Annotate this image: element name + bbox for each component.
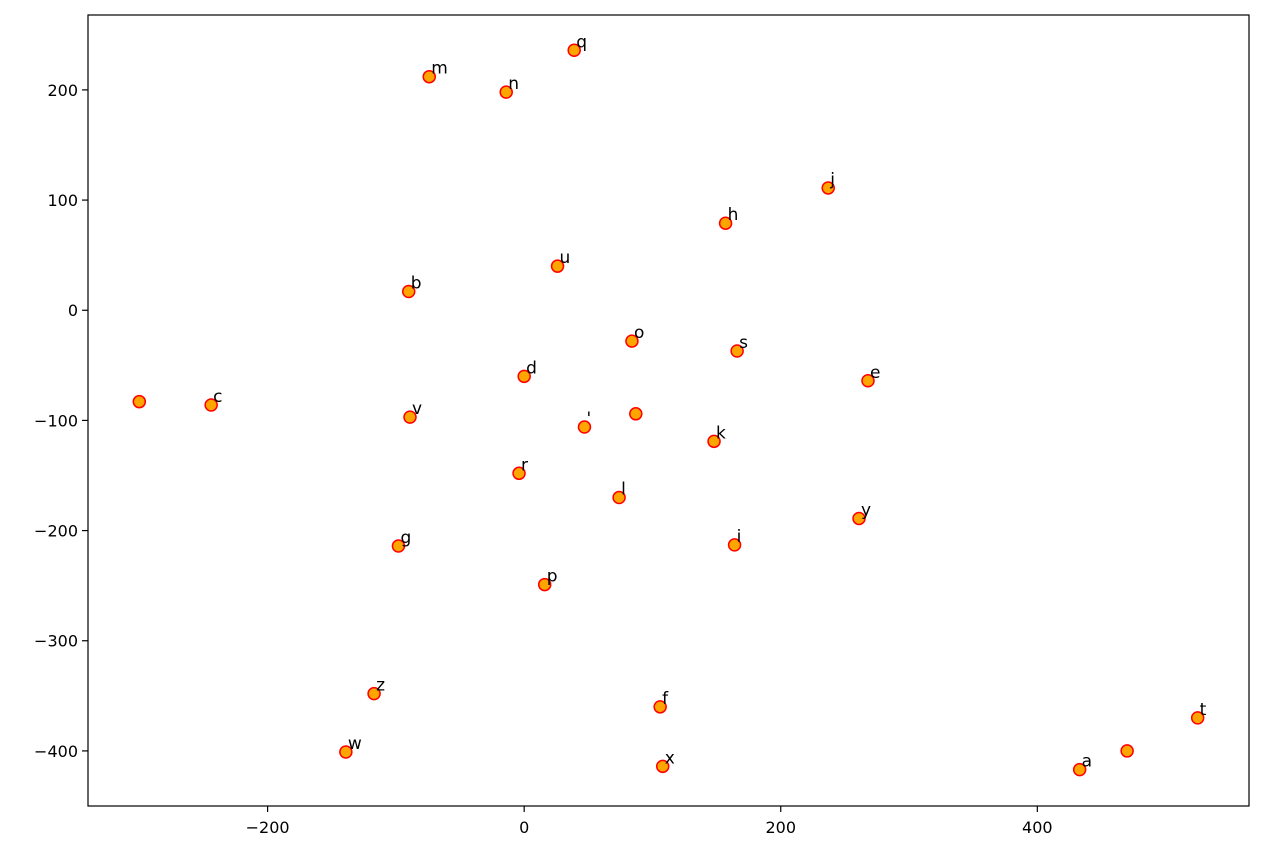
scatter-point (1190, 711, 1205, 725)
y-axis: 200 100 0 −100 −200 −300 −400 (34, 81, 88, 761)
point-label: c (213, 387, 222, 407)
data-points (132, 43, 1205, 777)
point-label: a (1082, 752, 1092, 772)
point-label: i (737, 527, 742, 547)
point-label: r (521, 455, 528, 475)
point-label: w (348, 734, 362, 754)
point-label: p (547, 567, 558, 587)
plot-frame (87, 14, 1250, 807)
point-label: x (665, 748, 675, 768)
point-label: j (829, 170, 835, 190)
scatter-point (567, 43, 581, 58)
x-axis: −200 0 200 400 (246, 806, 1053, 837)
y-tick-label: −400 (34, 742, 78, 761)
x-tick-label: 400 (1022, 818, 1053, 837)
point-label: k (716, 423, 726, 443)
point-label: o (634, 323, 644, 343)
scatter-point (629, 407, 643, 421)
point-label: y (861, 500, 871, 520)
y-tick-label: −300 (34, 632, 78, 651)
scatter-point (403, 410, 417, 424)
scatter-point (517, 369, 531, 384)
scatter-point (821, 181, 835, 195)
scatter-point (391, 539, 406, 553)
scatter-point (339, 745, 353, 759)
point-label: v (412, 399, 422, 419)
scatter-point (653, 700, 667, 714)
scatter-point (707, 434, 721, 449)
scatter-point (718, 216, 733, 230)
scatter-point (132, 394, 147, 409)
point-label: u (560, 248, 571, 268)
point-label: q (576, 32, 587, 52)
scatter-point (550, 259, 565, 273)
scatter-point (655, 759, 670, 774)
x-tick-label: 200 (765, 818, 796, 837)
point-label: d (526, 358, 537, 378)
point-label: n (508, 74, 519, 94)
scatter-point (625, 334, 639, 348)
point-label: b (411, 274, 422, 294)
y-tick-label: 0 (68, 301, 78, 320)
scatter-point (512, 466, 526, 481)
point-label: ' (586, 409, 591, 429)
scatter-point (499, 85, 513, 99)
scatter-point (612, 490, 626, 505)
point-label: s (739, 333, 748, 353)
y-tick-label: 100 (47, 191, 78, 210)
scatter-point (401, 284, 416, 299)
scatter-point (204, 398, 218, 412)
scatter-point (537, 577, 552, 592)
point-label: f (662, 689, 669, 709)
x-tick-label: −200 (246, 818, 290, 837)
y-tick-label: −100 (34, 411, 78, 430)
point-label: l (621, 480, 626, 500)
y-tick-label: 200 (47, 81, 78, 100)
plot-area (88, 15, 1249, 806)
scatter-point (727, 538, 742, 552)
scatter-point (1072, 762, 1087, 777)
scatter-point (367, 686, 381, 701)
x-tick-label: 0 (519, 818, 529, 837)
scatter-point (1120, 744, 1134, 758)
point-label: m (431, 59, 448, 79)
point-label: h (728, 205, 739, 225)
point-label: t (1200, 700, 1207, 720)
point-labels: q m n j h u b o s d e c v ' k r l y g i p z f t w x a (213, 32, 1207, 771)
point-label: g (400, 528, 411, 548)
scatter-point (861, 374, 875, 388)
scatter-point (422, 69, 436, 84)
y-tick-label: −200 (34, 522, 78, 541)
point-label: e (870, 363, 880, 383)
scatter-point (577, 420, 592, 434)
scatter-point (852, 511, 866, 526)
scatter-point (730, 344, 744, 358)
point-label: z (376, 676, 385, 696)
